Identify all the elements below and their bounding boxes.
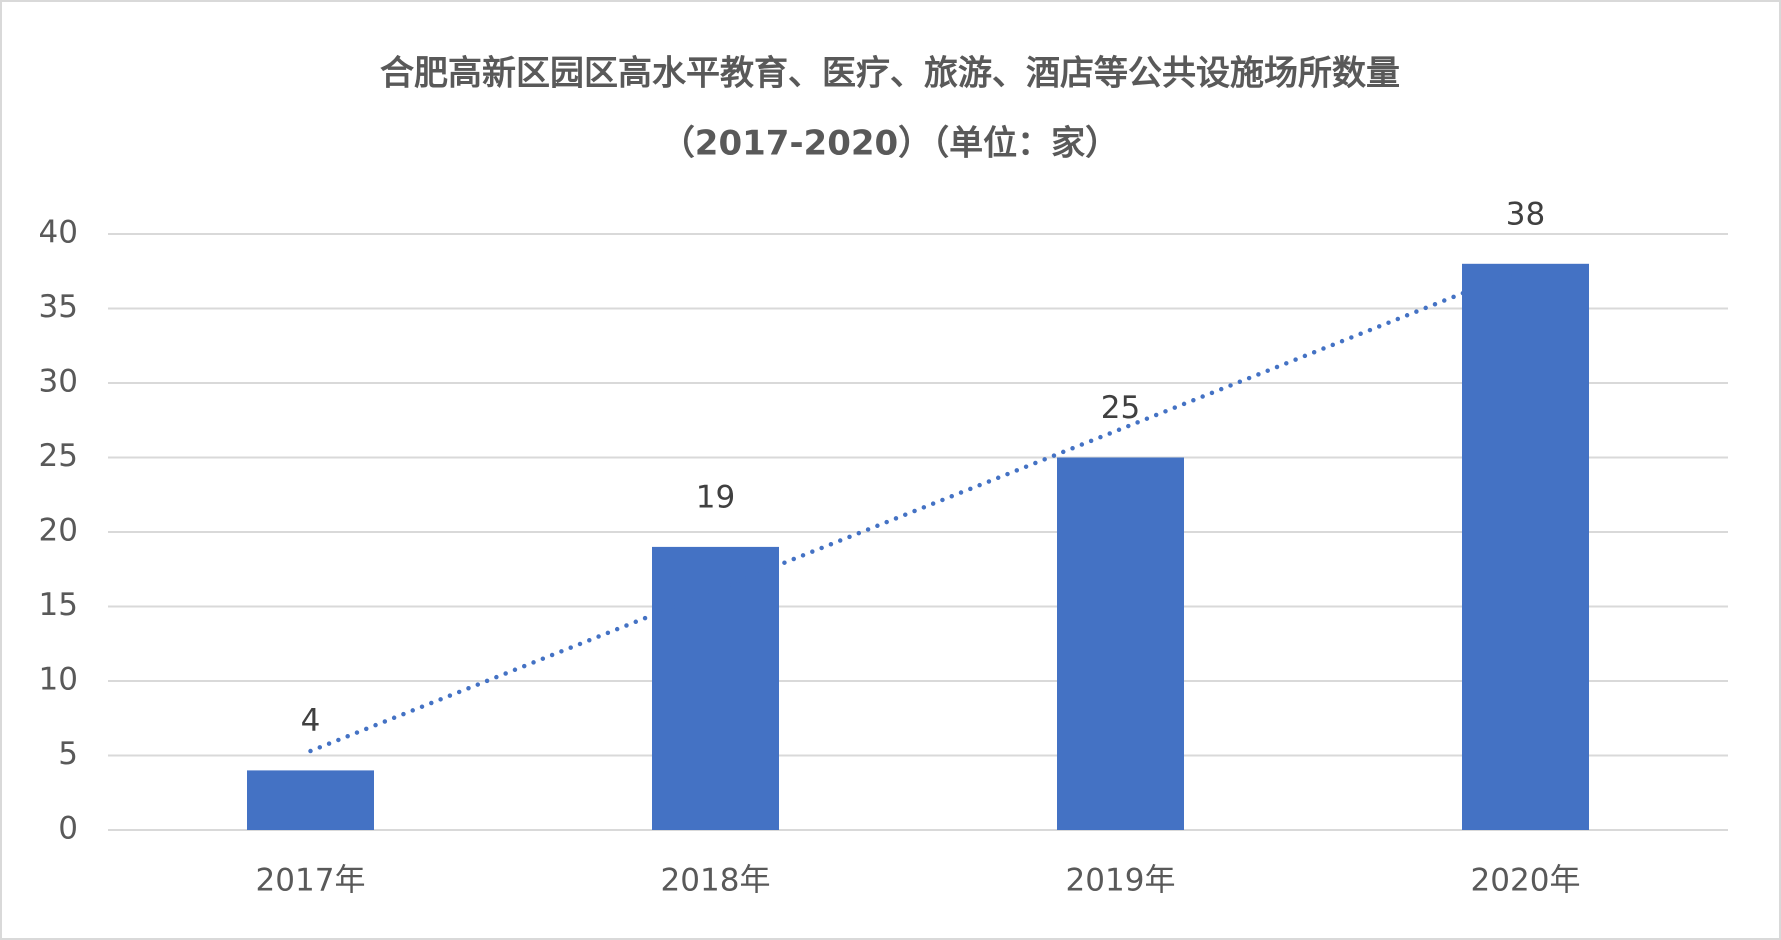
x-tick-label: 2017年: [256, 863, 366, 899]
y-tick-label: 10: [39, 662, 78, 698]
bar: [1462, 263, 1589, 830]
trendline: [308, 266, 1528, 754]
bar: [652, 546, 779, 830]
y-tick-label: 35: [39, 289, 78, 325]
x-tick-label: 2019年: [1066, 863, 1176, 899]
y-tick-label: 20: [39, 513, 78, 549]
data-label: 38: [1506, 196, 1545, 232]
y-tick-label: 30: [39, 364, 78, 400]
data-label: 4: [301, 703, 321, 739]
bar: [247, 770, 374, 830]
y-tick-label: 15: [39, 587, 78, 623]
y-tick-label: 40: [39, 215, 78, 251]
data-label: 25: [1101, 390, 1140, 426]
chart-subtitle: （2017-2020）（单位：家）: [661, 124, 1119, 164]
x-tick-label: 2018年: [661, 863, 771, 899]
chart-title: 合肥高新区园区高水平教育、医疗、旅游、酒店等公共设施场所数量: [380, 54, 1400, 94]
data-label: 19: [696, 479, 735, 515]
x-tick-label: 2020年: [1471, 863, 1581, 899]
y-tick-label: 5: [58, 736, 78, 772]
y-tick-label: 25: [39, 438, 78, 474]
y-tick-label: 0: [58, 811, 78, 847]
bar: [1057, 457, 1184, 830]
